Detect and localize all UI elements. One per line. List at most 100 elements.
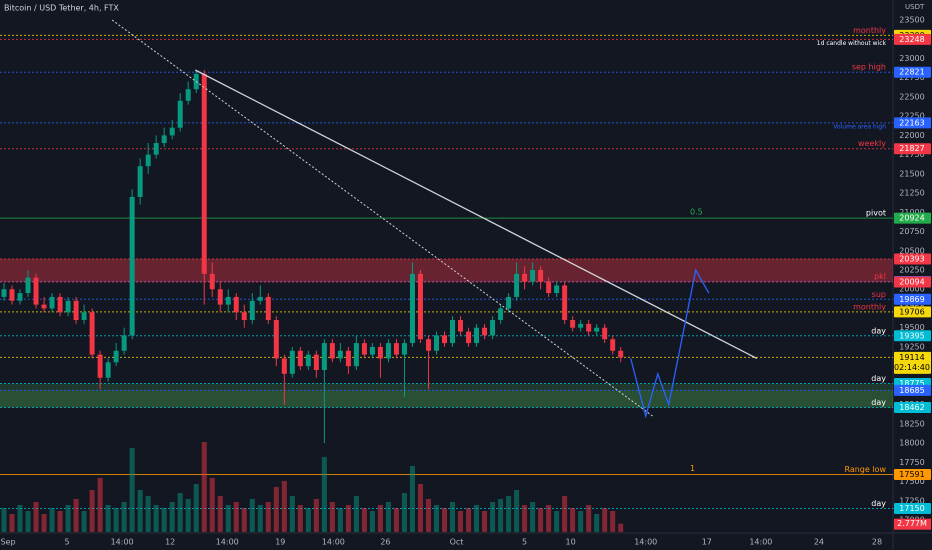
volume-bar [81, 511, 87, 532]
candle-body [57, 296, 63, 313]
candle-body [65, 300, 71, 313]
volume-bar [522, 505, 528, 532]
x-tick-label: 24 [814, 538, 824, 547]
zone [0, 383, 893, 408]
volume-bar [425, 499, 431, 532]
x-tick-label: 14:00 [111, 538, 134, 547]
candle-body [602, 327, 608, 340]
x-tick-label: 10 [566, 538, 576, 547]
price-label-box [894, 66, 931, 78]
y-tick-label: 22500 [899, 92, 924, 101]
candle-body [281, 358, 287, 374]
volume-bar [578, 511, 584, 532]
volume-bar [49, 508, 55, 532]
price-label-box [894, 253, 931, 265]
candle-body [570, 320, 576, 328]
y-tick-label: 20000 [899, 285, 924, 294]
x-tick-label: 28 [872, 538, 882, 547]
candle-body [9, 289, 15, 301]
volume-bar [209, 478, 215, 532]
x-tick-label: 5 [522, 538, 527, 547]
price-label: 18462 [899, 403, 924, 412]
x-tick-label: 17 [702, 538, 712, 547]
fib-label: 0.5 [690, 208, 703, 217]
volume-bar [313, 499, 319, 532]
level-note: Range low [844, 465, 886, 474]
candle-body [185, 89, 191, 101]
y-tick-label: 20500 [899, 246, 924, 255]
volume-bar [321, 457, 327, 532]
volume-bar [105, 505, 111, 532]
y-tick-label: 22250 [899, 112, 924, 121]
volume-bar [482, 511, 488, 532]
candle-body [530, 270, 536, 282]
candle-body [385, 343, 391, 359]
candle-body [17, 293, 23, 301]
volume-bar [506, 496, 512, 532]
x-tick-label: 5 [65, 538, 70, 547]
volume-label-box [894, 518, 931, 530]
candle-body [401, 343, 407, 355]
volume-bar [458, 511, 464, 532]
candle-body [137, 166, 143, 197]
volume-bar [177, 493, 183, 532]
price-label-box [894, 276, 931, 288]
candle-body [313, 354, 319, 370]
volume-bar [393, 508, 399, 532]
candle-body [450, 320, 456, 344]
chart-title: Bitcoin / USD Tether, 4h, FTX [4, 4, 119, 13]
volume-label: 2.777M [897, 519, 927, 528]
volume-bar [441, 508, 447, 532]
y-tick-label: 20250 [899, 266, 924, 275]
price-label: 20393 [899, 255, 924, 264]
candle-body [289, 350, 295, 374]
y-tick-label: 21250 [899, 189, 924, 198]
volume-bar [145, 496, 151, 532]
level-note: day [871, 374, 886, 383]
candle-body [610, 339, 616, 351]
x-tick-label: 12 [165, 538, 175, 547]
price-label: 20094 [899, 278, 924, 287]
volume-bar [25, 511, 31, 532]
y-tick-label: 20750 [899, 227, 924, 236]
candle-body [538, 270, 544, 282]
price-label: 17150 [899, 504, 924, 513]
candle-body [169, 127, 175, 136]
volume-bar [1, 508, 7, 532]
volume-bar [466, 508, 472, 532]
candle-body [161, 135, 167, 144]
y-tick-label: 18000 [899, 439, 924, 448]
price-label: 19395 [899, 331, 924, 340]
volume-bar [185, 499, 191, 532]
candle-body [297, 350, 303, 367]
candle-body [586, 323, 592, 332]
candle-body [425, 339, 431, 351]
candle-body [305, 354, 311, 367]
volume-bar [305, 508, 311, 532]
candle-body [321, 343, 327, 370]
y-tick-label: 19500 [899, 323, 924, 332]
volume-bar [417, 484, 423, 532]
volume-bar [57, 511, 63, 532]
volume-bar [289, 496, 295, 532]
volume-bar [586, 505, 592, 532]
volume-bar [73, 499, 79, 532]
volume-bar [570, 508, 576, 532]
y-tick-label: 19250 [899, 342, 924, 351]
volume-bar [450, 502, 456, 532]
level-note: pivot [866, 209, 886, 218]
fib-label: 1 [690, 464, 695, 473]
volume-bar [65, 505, 71, 532]
price-label: 20924 [899, 214, 924, 223]
volume-bar [409, 466, 415, 532]
candle-body [233, 296, 239, 313]
volume-bar [201, 442, 207, 532]
volume-bar [474, 505, 480, 532]
volume-bar [129, 448, 135, 532]
candle-body [377, 346, 383, 359]
candle-body [498, 308, 504, 320]
price-label: 22163 [899, 118, 924, 127]
level-note: day [871, 499, 886, 508]
x-tick-label: 14:00 [749, 538, 772, 547]
y-tick-label: 17250 [899, 496, 924, 505]
